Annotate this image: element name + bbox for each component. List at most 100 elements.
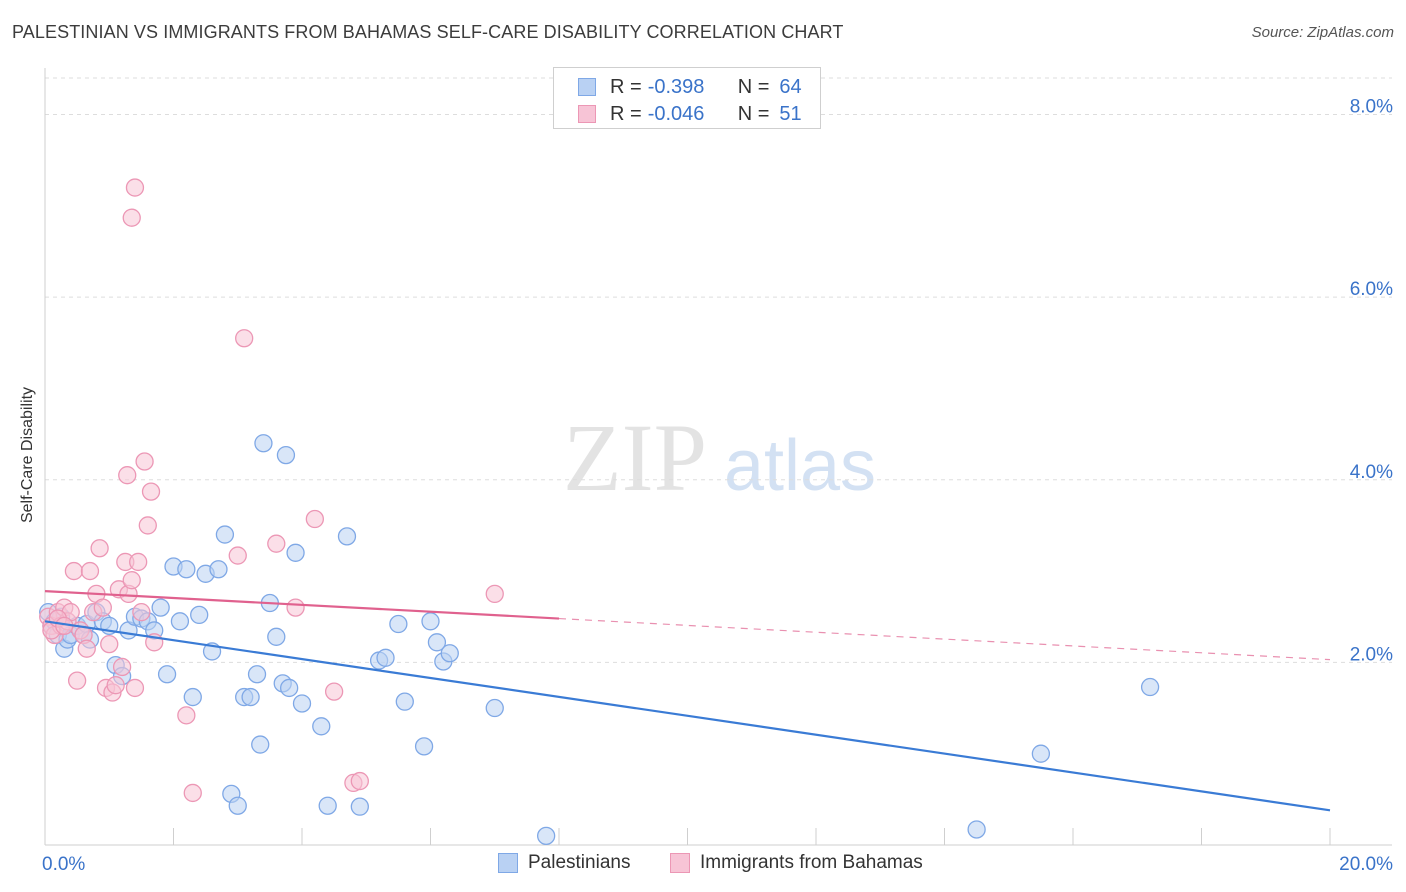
point-palestinians [427,633,447,652]
point-bahamas [122,208,141,227]
point-bahamas [125,178,145,197]
legend-r-value: -0.398 [647,75,705,98]
legend-r-label: R = [610,102,642,125]
point-palestinians [286,543,305,562]
point-palestinians [292,694,312,713]
y-tick-label: 6.0% [1350,279,1393,300]
point-palestinians [276,445,296,465]
point-bahamas [305,509,325,529]
trend-line-bahamas [44,590,560,620]
legend-row-palestinians: R = -0.398 N = 64 [578,74,802,100]
point-bahamas [125,678,145,698]
point-palestinians [241,687,260,707]
point-bahamas [122,571,141,590]
point-palestinians [215,525,235,544]
axes [44,68,1392,846]
legend-item-palestinians[interactable]: Palestinians [498,852,630,874]
gridlines [45,77,1392,663]
x-tick-label-min: 0.0% [42,854,85,875]
point-palestinians [279,678,299,698]
point-bahamas [183,783,202,803]
point-bahamas [93,598,112,617]
point-bahamas [90,539,109,558]
legend-r-value: -0.046 [647,102,705,125]
point-palestinians [967,820,986,839]
point-palestinians [151,598,170,617]
point-palestinians [421,612,440,631]
chart-title: PALESTINIAN VS IMMIGRANTS FROM BAHAMAS S… [12,22,844,42]
legend-label: Immigrants from Bahamas [700,852,923,873]
point-bahamas [177,706,196,725]
point-bahamas [100,634,119,654]
point-palestinians [414,737,434,756]
legend-swatch-blue [498,853,518,873]
series-bahamas [39,178,504,803]
tick-labels: 2.0% 4.0% 6.0% 8.0% 0.0% 20.0% [42,97,1393,875]
point-palestinians [209,560,228,579]
series-legend: Palestinians Immigrants from Bahamas [0,852,1406,878]
point-palestinians [1031,744,1051,763]
watermark: ZIP atlas [563,404,876,511]
watermark-zip: ZIP [563,404,707,511]
point-bahamas [118,466,137,485]
point-bahamas [267,534,286,553]
point-bahamas [80,561,100,581]
legend-swatch-pink [578,105,596,123]
legend-item-bahamas[interactable]: Immigrants from Bahamas [670,852,923,874]
point-bahamas [485,584,504,604]
point-bahamas [106,676,125,695]
point-bahamas [228,546,247,565]
point-palestinians [254,434,273,453]
legend-n-value: 51 [779,102,802,125]
point-palestinians [157,665,177,684]
y-tick-label: 2.0% [1350,644,1393,665]
point-palestinians [190,605,209,625]
legend-row-bahamas: R = -0.046 N = 51 [578,101,802,127]
legend-n-value: 64 [779,75,802,98]
point-palestinians [440,644,459,663]
point-bahamas [235,329,254,348]
point-palestinians [337,527,357,546]
point-palestinians [395,692,414,711]
point-bahamas [77,639,96,658]
point-bahamas [324,682,344,701]
source-attribution: Source: ZipAtlas.com [1252,24,1394,41]
point-palestinians [376,648,395,667]
point-palestinians [177,560,196,579]
point-palestinians [170,612,190,631]
point-bahamas [135,452,154,471]
point-bahamas [64,561,84,581]
point-palestinians [228,796,247,815]
stats-legend: R = -0.398 N = 64 R = -0.046 N = 51 [553,67,821,129]
point-bahamas [132,603,151,622]
point-bahamas [350,771,369,791]
point-palestinians [183,687,202,707]
point-palestinians [537,826,556,846]
source-value: ZipAtlas.com [1307,24,1394,41]
point-bahamas [286,598,305,617]
point-palestinians [312,717,331,736]
point-palestinians [267,627,286,646]
legend-n-label: N = [737,102,770,125]
point-palestinians [485,698,504,718]
source-label: Source: [1251,24,1304,41]
legend-label: Palestinians [528,852,631,873]
y-tick-label: 4.0% [1350,462,1393,483]
trend-line-palestinians [44,620,1331,812]
y-axis-label: Self-Care Disability [19,386,36,524]
point-palestinians [251,735,270,754]
series-palestinians [39,434,1160,846]
point-bahamas [112,657,132,677]
watermark-atlas: atlas [724,426,876,506]
x-tick-label-max: 20.0% [1339,854,1393,875]
point-bahamas [129,552,148,572]
point-bahamas [67,671,87,690]
y-tick-label: 8.0% [1350,97,1393,118]
point-bahamas [141,482,161,501]
legend-swatch-blue [578,78,596,96]
point-palestinians [318,796,337,815]
point-palestinians [389,614,408,634]
point-palestinians [247,665,267,684]
legend-n-label: N = [737,75,770,98]
